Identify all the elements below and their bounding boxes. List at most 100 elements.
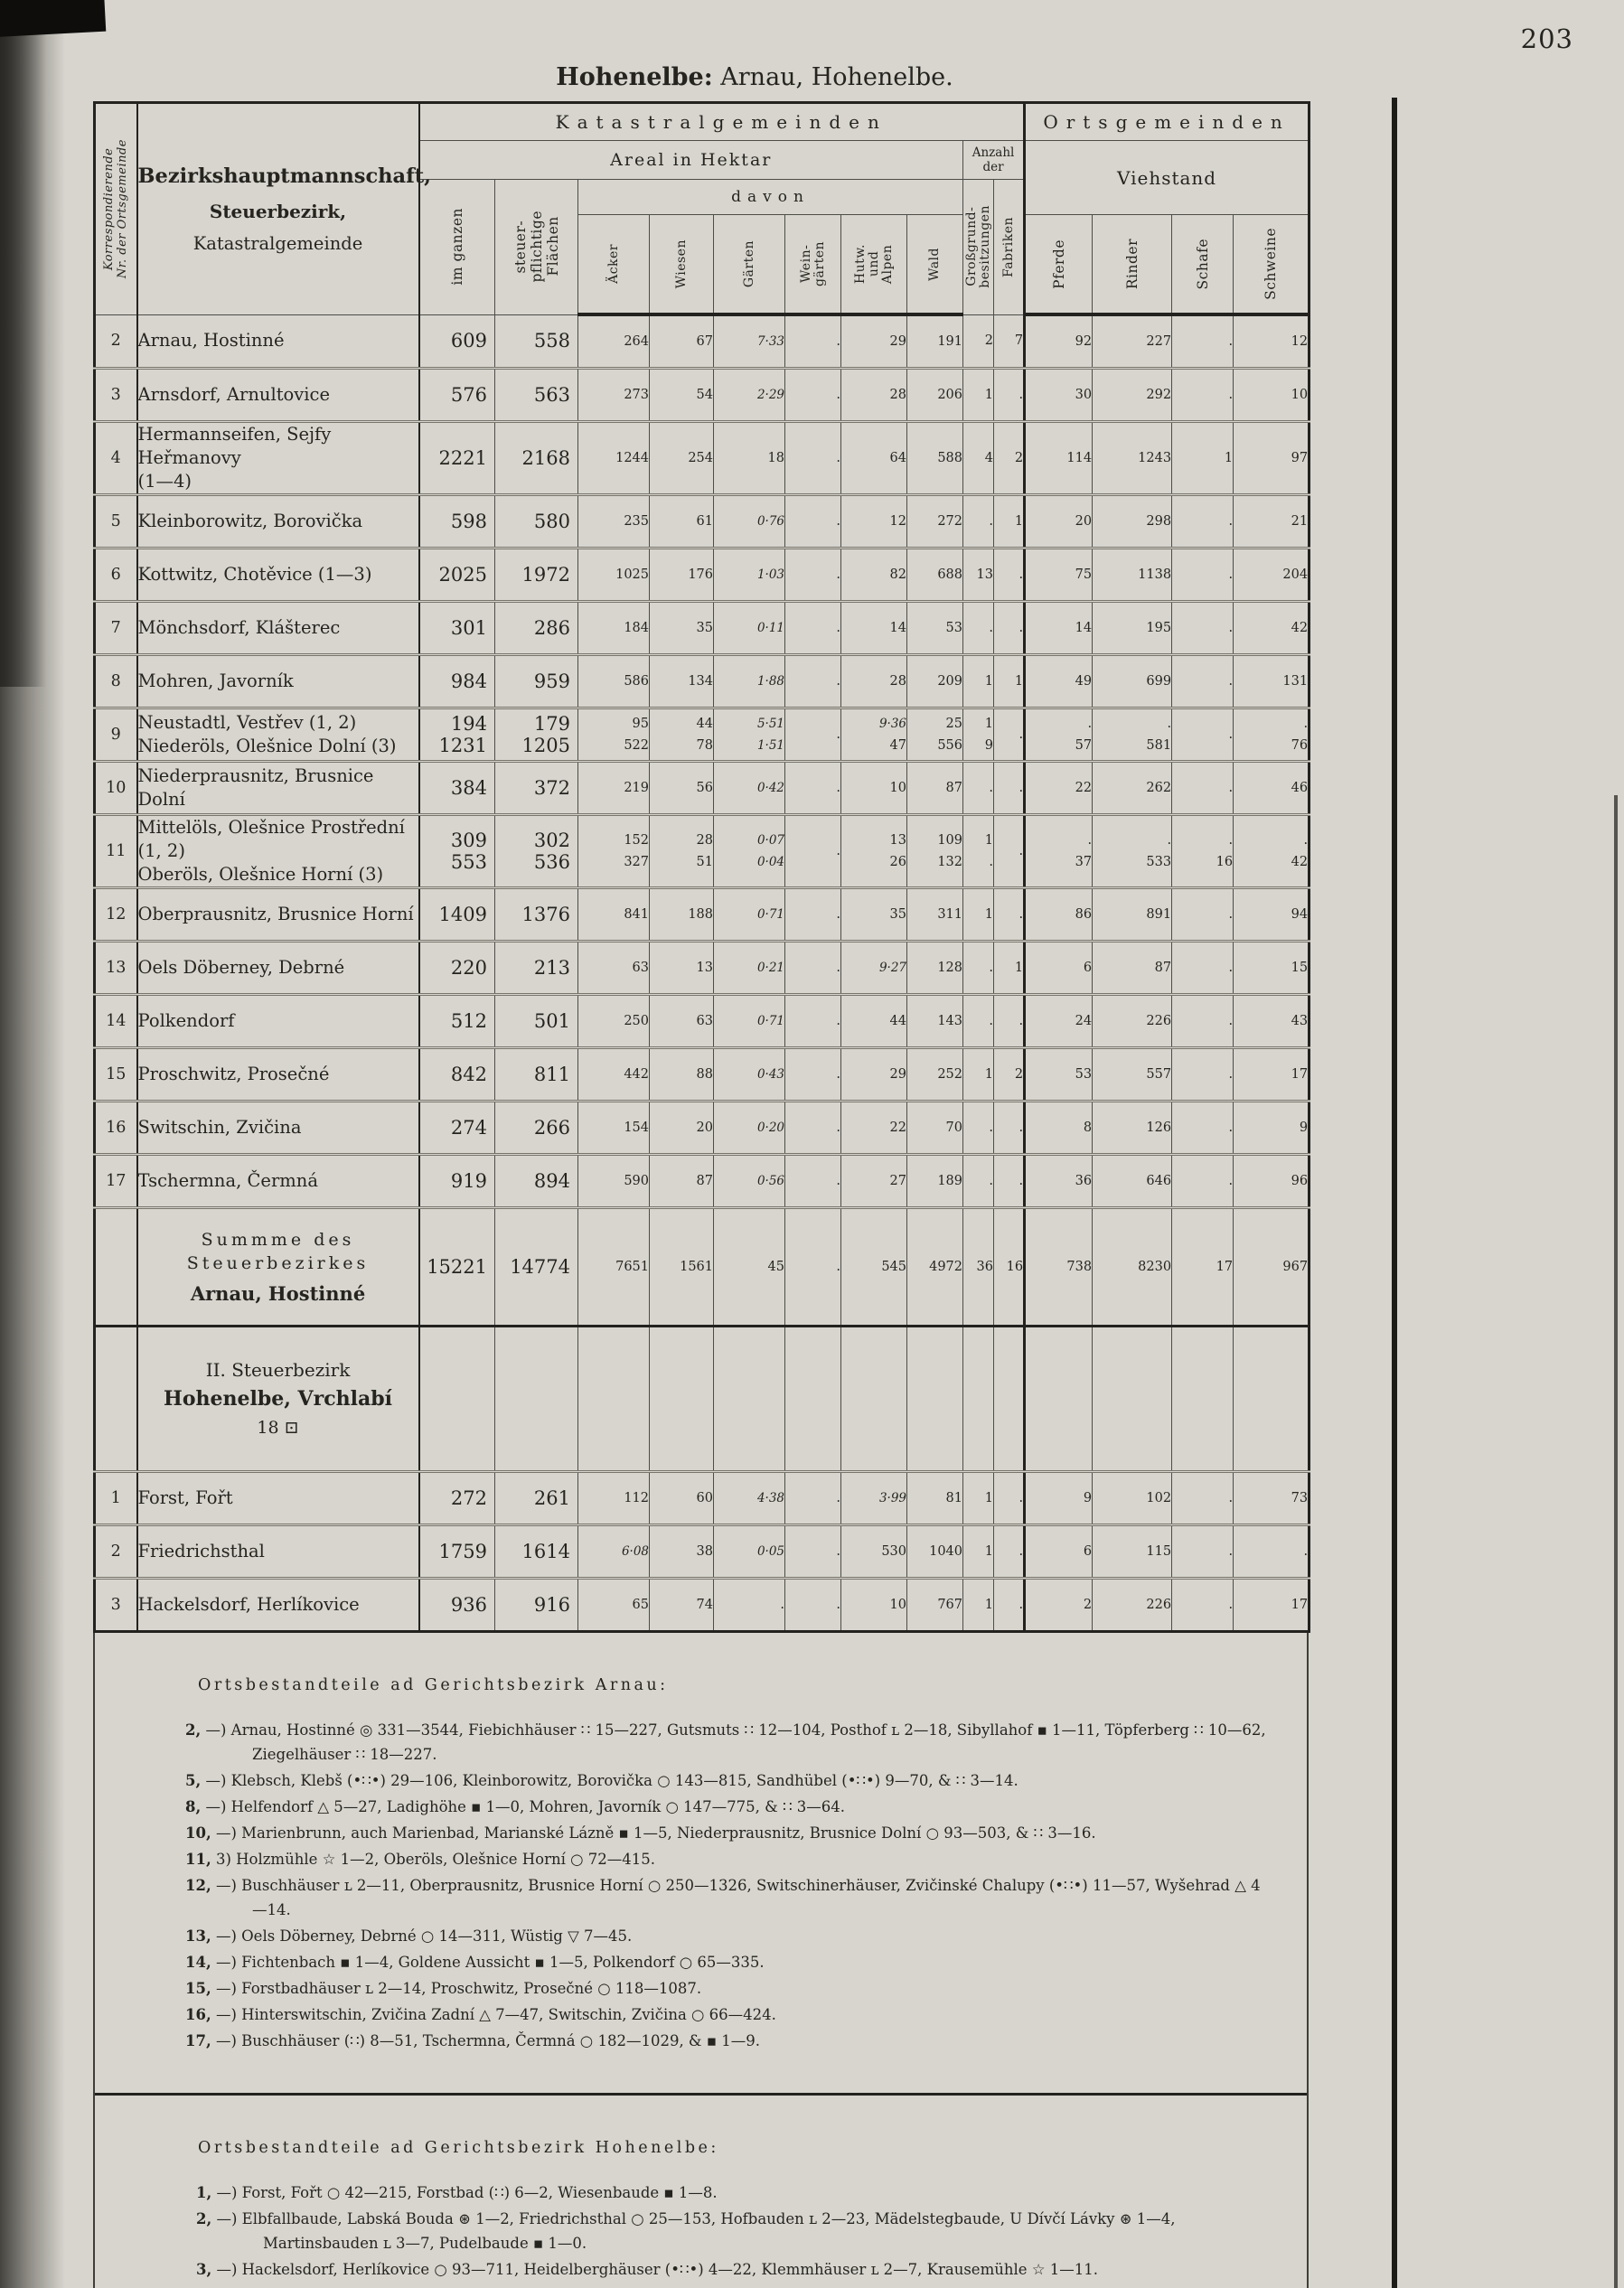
cell-hutweiden-alpen: 27	[840, 1154, 907, 1209]
cell-schweine	[1233, 1326, 1310, 1473]
footnotes-area: Ortsbestandteile ad Gerichtsbezirk Arnau…	[93, 1633, 1309, 2288]
cell-wald: 588	[906, 421, 963, 496]
cell-pferde: 86	[1023, 887, 1093, 942]
col-header-weingaerten: Wein-gärten	[784, 214, 841, 316]
row-number: 3	[94, 1578, 137, 1632]
cell-steuerpflichtige-flaechen: 558	[494, 314, 578, 370]
header-katastralgemeinde: Katastralgemeinde	[192, 232, 363, 254]
cell-rinder: 102	[1092, 1471, 1172, 1526]
cell-fabriken: .	[992, 1524, 1025, 1580]
cell-fabriken: .	[992, 1154, 1025, 1209]
katastralgemeinde-name: Switschin, Zvičina	[136, 1101, 419, 1156]
katastralgemeinde-name: Niederprausnitz, Brusnice Dolní	[136, 761, 419, 816]
cell-steuerpflichtige-flaechen: 501	[494, 994, 578, 1049]
cell-weingaerten: .	[784, 494, 841, 549]
cell-im-ganzen: 15221	[418, 1206, 495, 1327]
cell-weingaerten: .	[784, 708, 841, 763]
corner-ink-mark	[0, 0, 107, 38]
cell-weingaerten: .	[784, 1578, 841, 1632]
cell-fabriken: .	[992, 994, 1025, 1049]
table-row: 2 Arnau, Hostinné 609 558 264 67 7·33. 29 191 2 7 9…	[94, 314, 1310, 370]
cell-aecker: 264	[577, 314, 650, 370]
footnote-block-arnau: Ortsbestandteile ad Gerichtsbezirk Arnau…	[118, 1676, 1274, 2053]
cell-fabriken: 1	[992, 941, 1025, 996]
footnote-line-text: —) Buschhäuser (∷) 8—51, Tschermna, Čerm…	[211, 2032, 761, 2049]
cell-gaerten: 18	[713, 421, 785, 496]
cell-im-ganzen: 384	[418, 761, 495, 816]
cell-wald: 767	[906, 1578, 963, 1632]
footnote-line: 2, —) Elbfallbaude, Labská Bouda ⊛ 1—2, …	[118, 2207, 1274, 2255]
cell-pferde: . 37	[1023, 814, 1093, 889]
cell-weingaerten: .	[784, 601, 841, 656]
footnote-line-number: 1,	[196, 2184, 212, 2201]
cell-aecker: 154	[577, 1101, 650, 1156]
footnote-line: 12, —) Buschhäuser ʟ 2—11, Oberprausnitz…	[118, 1873, 1274, 1922]
katastralgemeinde-name: Hermannseifen, Sejfy Heřmanovy (1—4)	[136, 421, 419, 496]
footnote-line-number: 5,	[185, 1772, 202, 1789]
cell-wiesen: 88	[649, 1047, 714, 1102]
cell-schweine: 17	[1233, 1578, 1310, 1632]
col-header-pferde: Pferde	[1023, 214, 1093, 316]
cell-wiesen: 254	[649, 421, 714, 496]
footnote-line-text: —) Hinterswitschin, Zvičina Zadní △ 7—47…	[211, 2006, 776, 2023]
cell-wald: 252	[906, 1047, 963, 1102]
cell-rinder: 891	[1092, 887, 1172, 942]
cell-aecker	[577, 1326, 650, 1473]
footnote-line-text: —) Buschhäuser ʟ 2—11, Oberprausnitz, Br…	[211, 1877, 1261, 1918]
table-row: 9 Neustadtl, Vestřev (1, 2) Niederöls, Ole…	[94, 708, 1310, 763]
cell-wiesen: 67	[649, 314, 714, 370]
cell-wald: 87	[906, 761, 963, 816]
cell-aecker: 95 522	[577, 708, 650, 763]
cell-fabriken: .	[992, 814, 1025, 889]
cell-im-ganzen: 274	[418, 1101, 495, 1156]
table-row: 8 Mohren, Javorník 984 959 586 134 1·88. 28 209 1…	[94, 654, 1310, 709]
katastralgemeinde-name: Forst, Fořt	[136, 1471, 419, 1526]
cell-pferde: 14	[1023, 601, 1093, 656]
cell-weingaerten: .	[784, 654, 841, 709]
col-header-schweine: Schweine	[1233, 214, 1310, 316]
cell-fabriken: .	[992, 601, 1025, 656]
cell-schweine: . 76	[1233, 708, 1310, 763]
cell-fabriken	[992, 1326, 1025, 1473]
cell-fabriken: .	[992, 548, 1025, 603]
cell-grossgrundbesitzungen: .	[962, 601, 994, 656]
cell-grossgrundbesitzungen: .	[962, 941, 994, 996]
table-row: 5 Kleinborowitz, Borovička 598 580 235 61 0·76…	[94, 494, 1310, 549]
footnote-line-number: 14,	[185, 1954, 211, 1971]
cell-hutweiden-alpen: 28	[840, 368, 907, 423]
cell-schafe: .	[1171, 1154, 1234, 1209]
cell-gaerten: 0·21	[713, 941, 785, 996]
cell-gaerten: 0·71	[713, 887, 785, 942]
page-title-rest: Arnau, Hohenelbe.	[712, 63, 953, 91]
cell-pferde: 2	[1023, 1578, 1093, 1632]
footnote-line-number: 12,	[185, 1877, 211, 1894]
sum-row: Summme des Steuerbezirkes Arnau, Hostinné…	[94, 1206, 1310, 1327]
cell-steuerpflichtige-flaechen: 1614	[494, 1524, 578, 1580]
header-areal-in-hektar: Areal in Hektar	[418, 140, 963, 180]
footnote-line-text: —) Helfendorf △ 5—27, Ladighöhe ▪ 1—0, M…	[201, 1798, 846, 1815]
cell-gaerten: 0·76	[713, 494, 785, 549]
footnote-line: 15, —) Forstbadhäuser ʟ 2—14, Proschwitz…	[118, 1976, 1274, 2001]
cell-pferde: 9	[1023, 1471, 1093, 1526]
cell-wiesen: 87	[649, 1154, 714, 1209]
cell-hutweiden-alpen: 44	[840, 994, 907, 1049]
cell-im-ganzen: 301	[418, 601, 495, 656]
group-header-ortsgemeinden: Ortsgemeinden	[1023, 102, 1310, 141]
row-number: 9	[94, 708, 137, 763]
col-header-fabriken: Fabriken	[992, 179, 1025, 315]
table-row: 14 Polkendorf 512 501 250 63 0·71. 44 143.. 24 226…	[94, 994, 1310, 1049]
cell-schweine: 204	[1233, 548, 1310, 603]
cell-pferde: 6	[1023, 1524, 1093, 1580]
katastralgemeinde-name: Mohren, Javorník	[136, 654, 419, 709]
cell-grossgrundbesitzungen: 1	[962, 1578, 994, 1632]
cell-wald: 53	[906, 601, 963, 656]
footnote-line-text: —) Marienbrunn, auch Marienbad, Mariansk…	[211, 1824, 1096, 1842]
col-header-grossgrundbesitzungen: Großgrund-besitzungen	[962, 179, 994, 315]
cell-rinder: 262	[1092, 761, 1172, 816]
cell-schweine: 21	[1233, 494, 1310, 549]
cell-wald: 206	[906, 368, 963, 423]
cell-hutweiden-alpen: 82	[840, 548, 907, 603]
cell-aecker: 1025	[577, 548, 650, 603]
